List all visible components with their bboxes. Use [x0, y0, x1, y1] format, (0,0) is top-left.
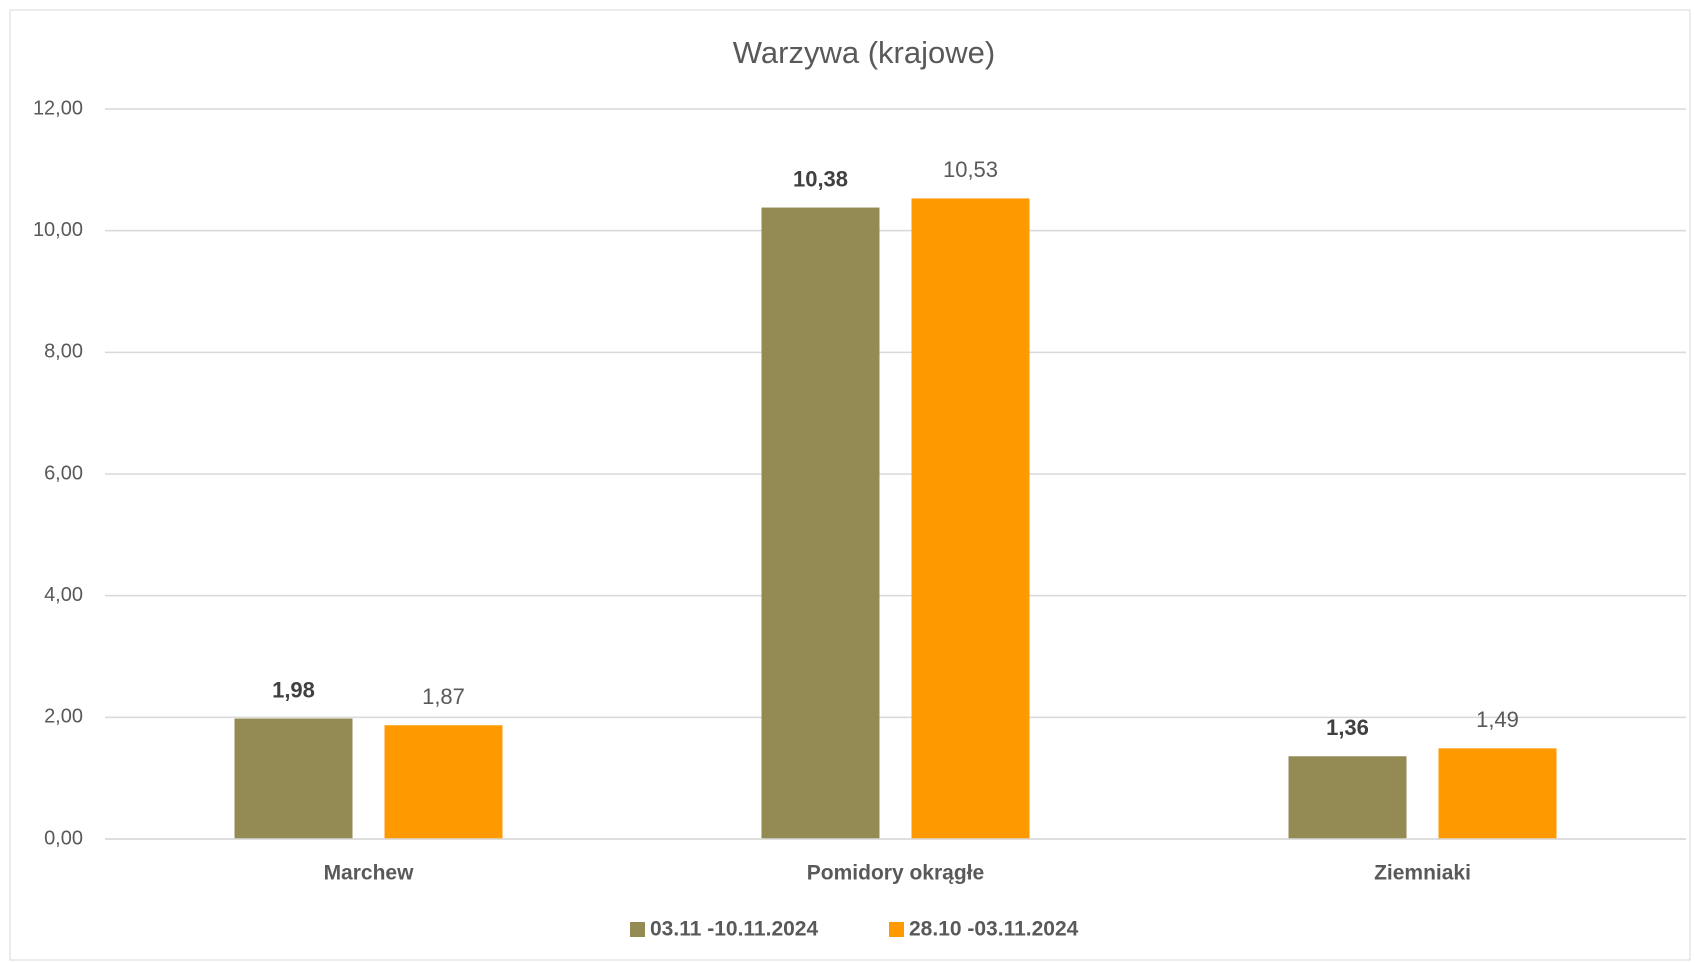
value-label: 1,98: [272, 677, 315, 702]
x-tick-label: Marchew: [324, 862, 415, 885]
y-tick-label: 12,00: [33, 97, 83, 119]
value-label: 1,36: [1326, 715, 1369, 740]
y-tick-label: 4,00: [44, 584, 83, 606]
x-tick-label: Ziemniaki: [1374, 862, 1471, 885]
legend-label: 03.11 -10.11.2024: [650, 918, 818, 941]
bar: [911, 198, 1030, 840]
bar: [1288, 756, 1407, 839]
legend-label: 28.10 -03.11.2024: [909, 918, 1079, 941]
legend-marker: [630, 922, 645, 937]
value-label: 10,38: [793, 166, 848, 191]
y-tick-label: 2,00: [44, 706, 83, 728]
legend-marker: [889, 922, 904, 937]
bar: [1438, 748, 1557, 839]
y-tick-label: 6,00: [44, 462, 83, 484]
value-label: 10,53: [943, 157, 998, 182]
y-tick-label: 10,00: [33, 219, 83, 241]
x-tick-label: Pomidory okrągłe: [807, 862, 984, 885]
y-tick-label: 8,00: [44, 341, 83, 363]
chart-title: Warzywa (krajowe): [733, 35, 995, 70]
value-label: 1,87: [422, 684, 465, 709]
bar: [234, 718, 353, 839]
bar: [384, 725, 503, 839]
y-tick-label: 0,00: [44, 827, 83, 849]
bar: [761, 207, 880, 840]
value-label: 1,49: [1476, 707, 1519, 732]
